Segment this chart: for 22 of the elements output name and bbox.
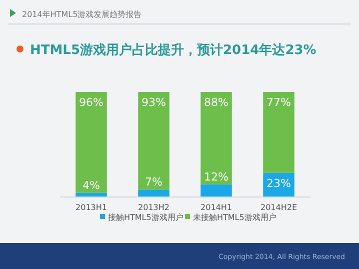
x-tick-label: 2013H2	[138, 203, 170, 212]
chart-title: HTML5游戏用户占比提升，预计2014年达23%	[30, 42, 316, 58]
bar	[263, 92, 294, 173]
data-label: 96%	[79, 96, 104, 109]
legend-label: 接触HTML5游戏用户	[108, 213, 184, 222]
data-label: 23%	[266, 176, 291, 190]
data-label: 12%	[204, 170, 228, 184]
bar	[200, 92, 232, 184]
bar	[200, 184, 232, 197]
data-label: 88%	[204, 96, 228, 109]
data-label: 4%	[82, 178, 100, 192]
chart-subtitle: 2014年HTML5游戏发展趋势报告	[22, 10, 142, 19]
x-tick-label: 2014H2E	[260, 203, 298, 212]
bar	[138, 92, 170, 190]
bar	[138, 190, 170, 197]
x-tick-label: 2013H1	[76, 203, 107, 212]
data-label: 77%	[266, 96, 291, 109]
bar	[76, 92, 107, 193]
x-tick-label: 2014H1	[200, 203, 232, 212]
data-label: 7%	[145, 176, 162, 189]
legend-label: 未接触HTML5游戏用户	[193, 213, 276, 222]
data-label: 93%	[142, 96, 166, 109]
